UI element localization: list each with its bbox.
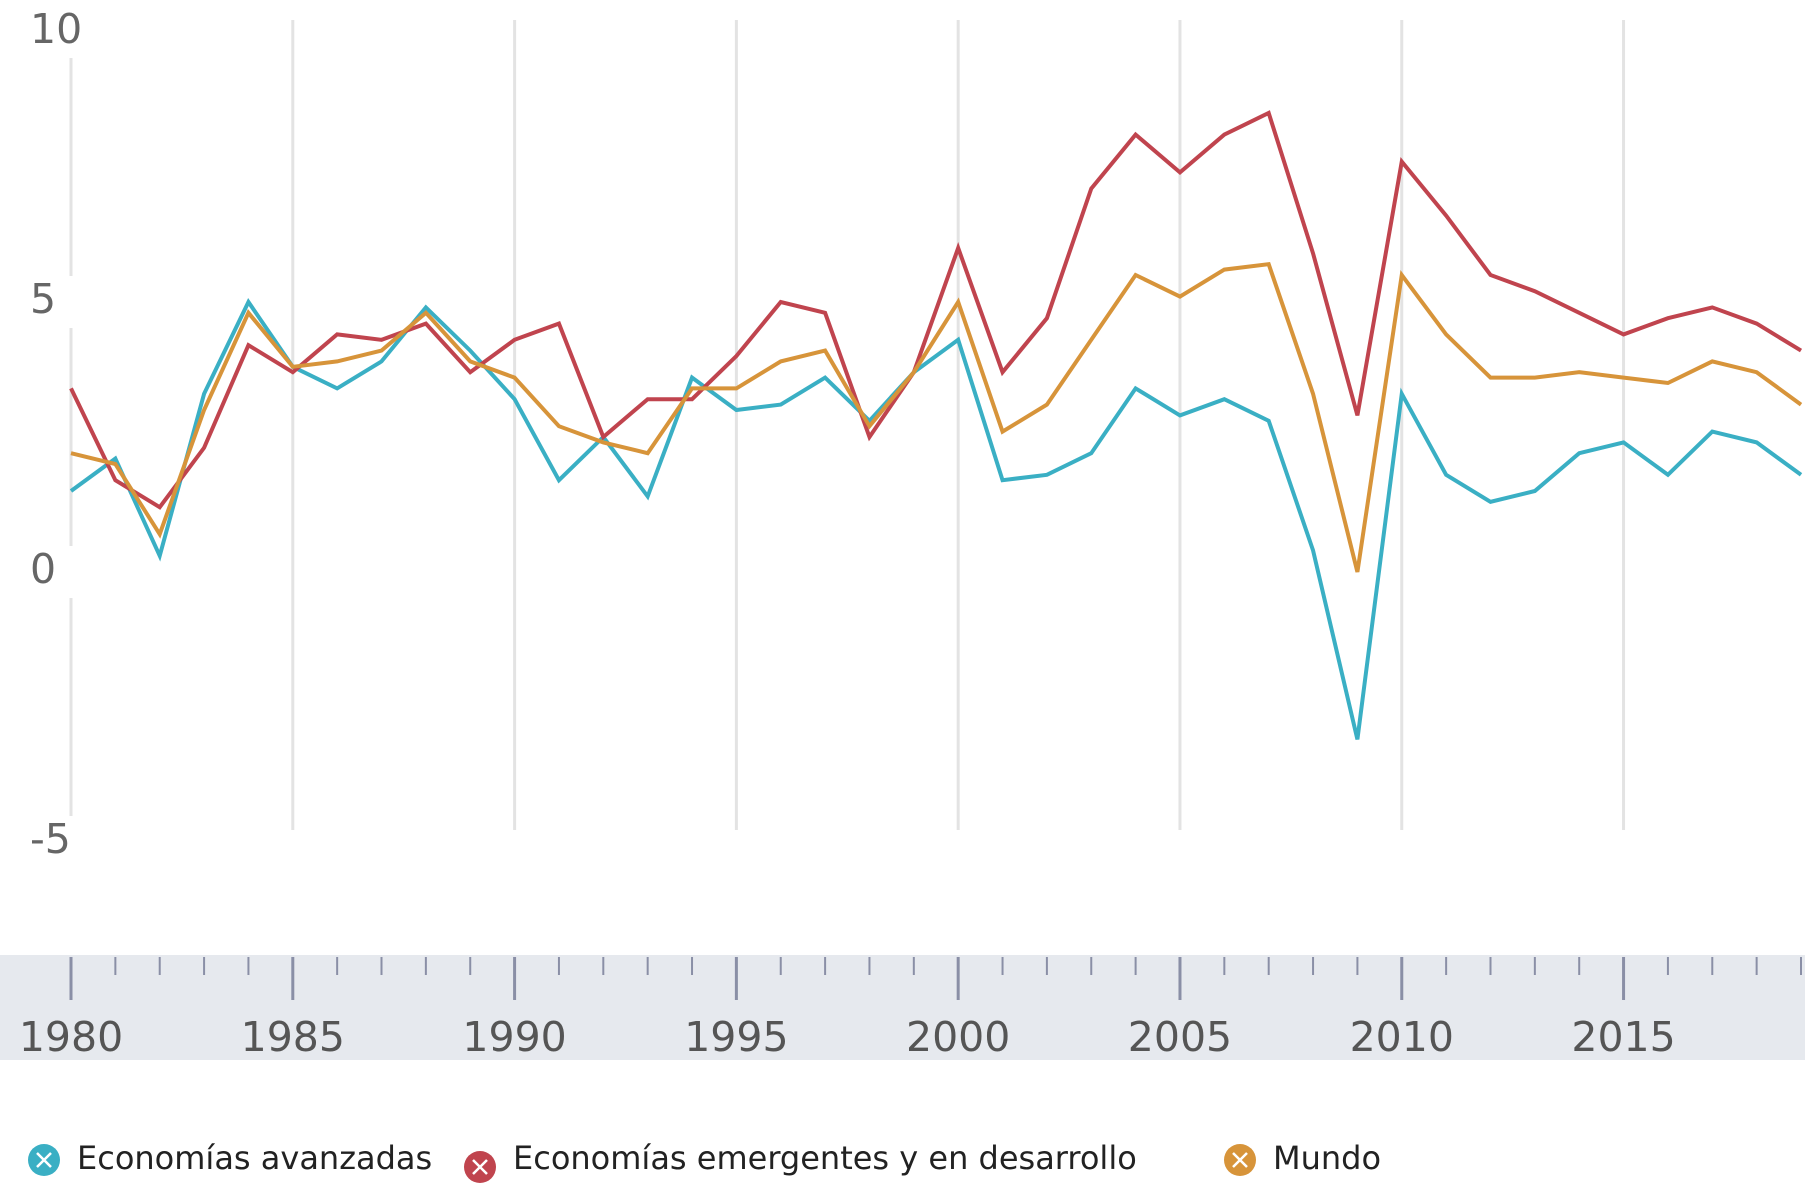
series-line — [70, 262, 1803, 573]
y-tick-label: 10 — [30, 5, 82, 53]
legend-label[interactable]: Mundo — [1273, 1139, 1381, 1177]
grid — [69, 20, 1802, 1000]
legend-label[interactable]: Economías avanzadas — [77, 1139, 432, 1177]
x-tick-label: 2015 — [1571, 1013, 1675, 1061]
legend-label[interactable]: Economías emergentes y en desarrollo — [513, 1139, 1137, 1177]
legend-x — [472, 1159, 488, 1175]
legend-x — [1232, 1152, 1248, 1168]
series-line — [69, 110, 1803, 510]
navigator — [0, 955, 1805, 1060]
y-tick-label: 5 — [30, 275, 56, 323]
y-tick-label: -5 — [30, 815, 71, 863]
x-tick-label: 2010 — [1350, 1013, 1454, 1061]
x-tick-label: 1995 — [684, 1013, 788, 1061]
y-tick-label: 0 — [30, 545, 56, 593]
y-label-bg — [25, 276, 85, 328]
x-tick-label: 1990 — [462, 1013, 566, 1061]
lines — [69, 110, 1803, 740]
labels: 1980 1985 1990 1995 2000 2005 2010 2015 -5 0 5 10 Ec… — [19, 5, 1676, 1183]
x-tick-label: 1985 — [241, 1013, 345, 1061]
x-tick-label: 2000 — [906, 1013, 1010, 1061]
y-label-bg — [25, 6, 85, 58]
y-label-bg — [25, 816, 85, 868]
series-line — [69, 298, 1803, 740]
x-tick-label: 2005 — [1128, 1013, 1232, 1061]
legend-x — [36, 1152, 52, 1168]
x-tick-label: 1980 — [19, 1013, 123, 1061]
y-label-bg — [25, 546, 85, 598]
